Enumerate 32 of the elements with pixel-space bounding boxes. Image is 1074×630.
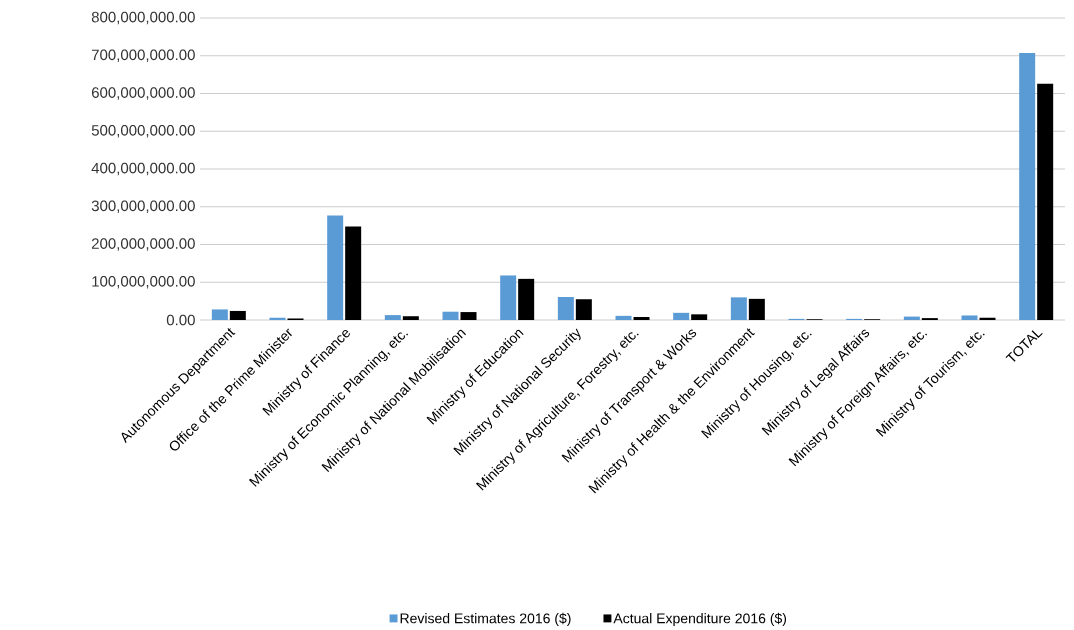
bar bbox=[575, 299, 592, 320]
bar bbox=[691, 314, 708, 320]
y-tick-label: 500,000,000.00 bbox=[91, 125, 195, 138]
y-tick-label: 100,000,000.00 bbox=[92, 276, 195, 289]
y-tick-label: 0.00 bbox=[166, 314, 195, 326]
bar bbox=[673, 312, 690, 320]
bar bbox=[327, 215, 344, 320]
bar bbox=[518, 278, 535, 320]
legend-label: Revised Estimates 2016 ($) bbox=[400, 612, 571, 627]
legend-label: Actual Expenditure 2016 ($) bbox=[613, 612, 787, 627]
bar bbox=[730, 297, 747, 320]
bar bbox=[211, 309, 228, 320]
y-tick-label: 600,000,000.00 bbox=[91, 87, 195, 100]
bar bbox=[229, 310, 246, 320]
y-tick-label: 200,000,000.00 bbox=[91, 238, 195, 251]
bar bbox=[345, 226, 362, 320]
bar bbox=[402, 316, 419, 320]
y-tick-label: 400,000,000.00 bbox=[91, 162, 195, 176]
bar bbox=[748, 298, 765, 320]
bar bbox=[442, 311, 459, 320]
bar bbox=[384, 315, 401, 320]
bar bbox=[1037, 83, 1054, 320]
bar bbox=[1019, 53, 1036, 320]
bar bbox=[961, 315, 978, 320]
y-tick-label: 800,000,000.00 bbox=[91, 11, 195, 25]
bar bbox=[460, 312, 477, 320]
bar bbox=[557, 296, 574, 320]
bar bbox=[633, 316, 650, 320]
bar bbox=[615, 315, 632, 320]
bar bbox=[500, 275, 517, 320]
y-tick-label: 300,000,000.00 bbox=[91, 200, 195, 213]
y-tick-label: 700,000,000.00 bbox=[91, 49, 195, 62]
